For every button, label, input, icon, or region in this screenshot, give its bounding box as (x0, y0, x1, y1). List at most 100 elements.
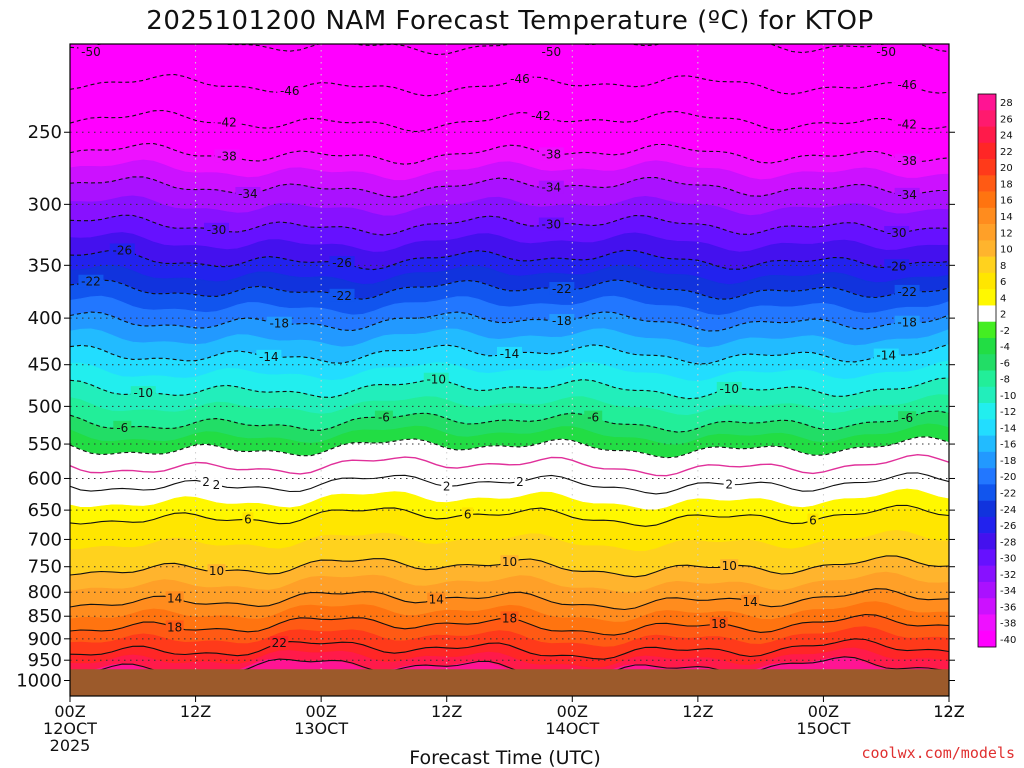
contour-label: 18 (167, 620, 182, 634)
contour-label: -14 (500, 347, 520, 361)
contour-label: -22 (81, 275, 101, 289)
x-tick-label: 00Z (557, 702, 588, 721)
y-tick-label: 500 (28, 396, 62, 417)
colorbar-swatch (978, 565, 996, 583)
temperature-fill-bands (70, 44, 949, 696)
contour-label-bg (538, 217, 564, 231)
contour-labels: -50 -50 -50 -46 -46 -46 -42 -42 -42 -38 -38 -38 -34 -… (78, 45, 920, 650)
contour-label-bg (538, 45, 564, 58)
colorbar-label: -20 (1000, 472, 1016, 483)
colorbar-label: -10 (1000, 391, 1016, 402)
contour-label-bg (423, 372, 449, 386)
contour-label-bg (894, 315, 920, 329)
x-tick-label: 12Z (682, 702, 713, 721)
colorbar-label: 28 (1000, 98, 1013, 109)
contour-label: -22 (332, 289, 352, 303)
contour-label-bg (214, 115, 240, 129)
colorbar-label: 6 (1000, 277, 1006, 288)
colorbar-label: -28 (1000, 537, 1016, 548)
contour-label: -6 (587, 411, 599, 425)
contour-label: -18 (269, 317, 289, 331)
colorbar-swatch (978, 435, 996, 453)
y-tick-label: 400 (28, 308, 62, 329)
colorbar-label: 8 (1000, 261, 1006, 272)
y-tick-label: 550 (28, 434, 62, 455)
colorbar-label: -12 (1000, 407, 1016, 418)
contour-label-bg (113, 420, 132, 434)
x-tick-label: 00Z (54, 702, 85, 721)
contour-label: -42 (531, 109, 551, 123)
x-tick-label: 12Z (180, 702, 211, 721)
contour-label: -6 (116, 421, 128, 435)
contour-label-bg (873, 45, 899, 58)
contour-label-bg (130, 386, 156, 400)
contour-label-bg (873, 348, 899, 362)
y-tick-label: 1000 (16, 670, 62, 691)
contour-label: -26 (113, 243, 133, 257)
x-tick-label: 00Z (305, 702, 336, 721)
contour-label-bg (497, 346, 522, 360)
contour-label-bg (200, 475, 212, 489)
contour-label: 2 (202, 475, 210, 489)
x-tick-label: 14OCT (545, 719, 599, 738)
contour-label: 6 (464, 507, 472, 521)
y-tick-label: 350 (28, 255, 62, 276)
y-tick-label: 450 (28, 355, 62, 376)
contour-label: -34 (542, 181, 562, 195)
x-tick-label: 2025 (50, 736, 91, 755)
colorbar-swatch (978, 386, 996, 404)
plot-frame (69, 43, 950, 697)
colorbar-swatch (978, 516, 996, 534)
colorbar-label: 16 (1000, 196, 1013, 207)
contour-label-bg (214, 149, 240, 163)
contour-label: -42 (217, 116, 237, 130)
ground-surface (70, 669, 949, 696)
colorbar-swatch (978, 337, 996, 355)
contour-label-bg (709, 617, 728, 631)
colorbar-swatch (978, 630, 996, 648)
y-tick-label: 300 (28, 194, 62, 215)
colorbar-label: 4 (1000, 293, 1006, 304)
colorbar-swatch (978, 614, 996, 632)
contour-label: -14 (876, 349, 896, 363)
x-tick-label: 12Z (933, 702, 964, 721)
contour-label-bg (165, 620, 184, 634)
colorbar-swatch (978, 549, 996, 566)
contour-label: -38 (217, 149, 237, 163)
colorbar-swatch (978, 159, 996, 176)
colorbar-label: -30 (1000, 554, 1016, 565)
x-tick-label: 12Z (933, 702, 964, 721)
colorbar-swatch (978, 305, 996, 323)
contour-label: 14 (743, 595, 758, 609)
colorbar-swatch (978, 484, 996, 501)
colorbar-label: 22 (1000, 147, 1013, 158)
x-tick-label: 13OCT (294, 719, 348, 738)
contour-label-bg (884, 259, 910, 273)
contour-label-bg (898, 411, 917, 425)
contour-label: -22 (552, 282, 572, 296)
contour-label-bg (165, 591, 184, 605)
colorbar-label: -26 (1000, 521, 1016, 532)
contour-label: -34 (238, 187, 258, 201)
colorbar-label: -4 (1000, 342, 1010, 353)
contour-label-bg (507, 72, 533, 86)
x-tick-label: 12Z (431, 702, 462, 721)
colorbar-swatch (978, 354, 996, 371)
colorbar-swatch (978, 272, 996, 290)
contour-label-bg (374, 410, 393, 424)
colorbar-label: 20 (1000, 163, 1013, 174)
y-tick-label: 250 (28, 122, 62, 143)
contour-label: -50 (542, 45, 562, 59)
contour-label: -14 (259, 350, 279, 364)
contour-label: 2 (443, 479, 451, 493)
contour-label-bg (329, 256, 355, 270)
x-tick-label: 12OCT (43, 719, 97, 738)
contour-label: -18 (552, 314, 572, 328)
x-tick-label: 00Z (808, 702, 839, 721)
contour-label: -10 (719, 382, 739, 396)
colorbar-swatch (978, 289, 996, 306)
contour-label: -38 (542, 147, 562, 161)
contour-label: 6 (244, 512, 252, 526)
